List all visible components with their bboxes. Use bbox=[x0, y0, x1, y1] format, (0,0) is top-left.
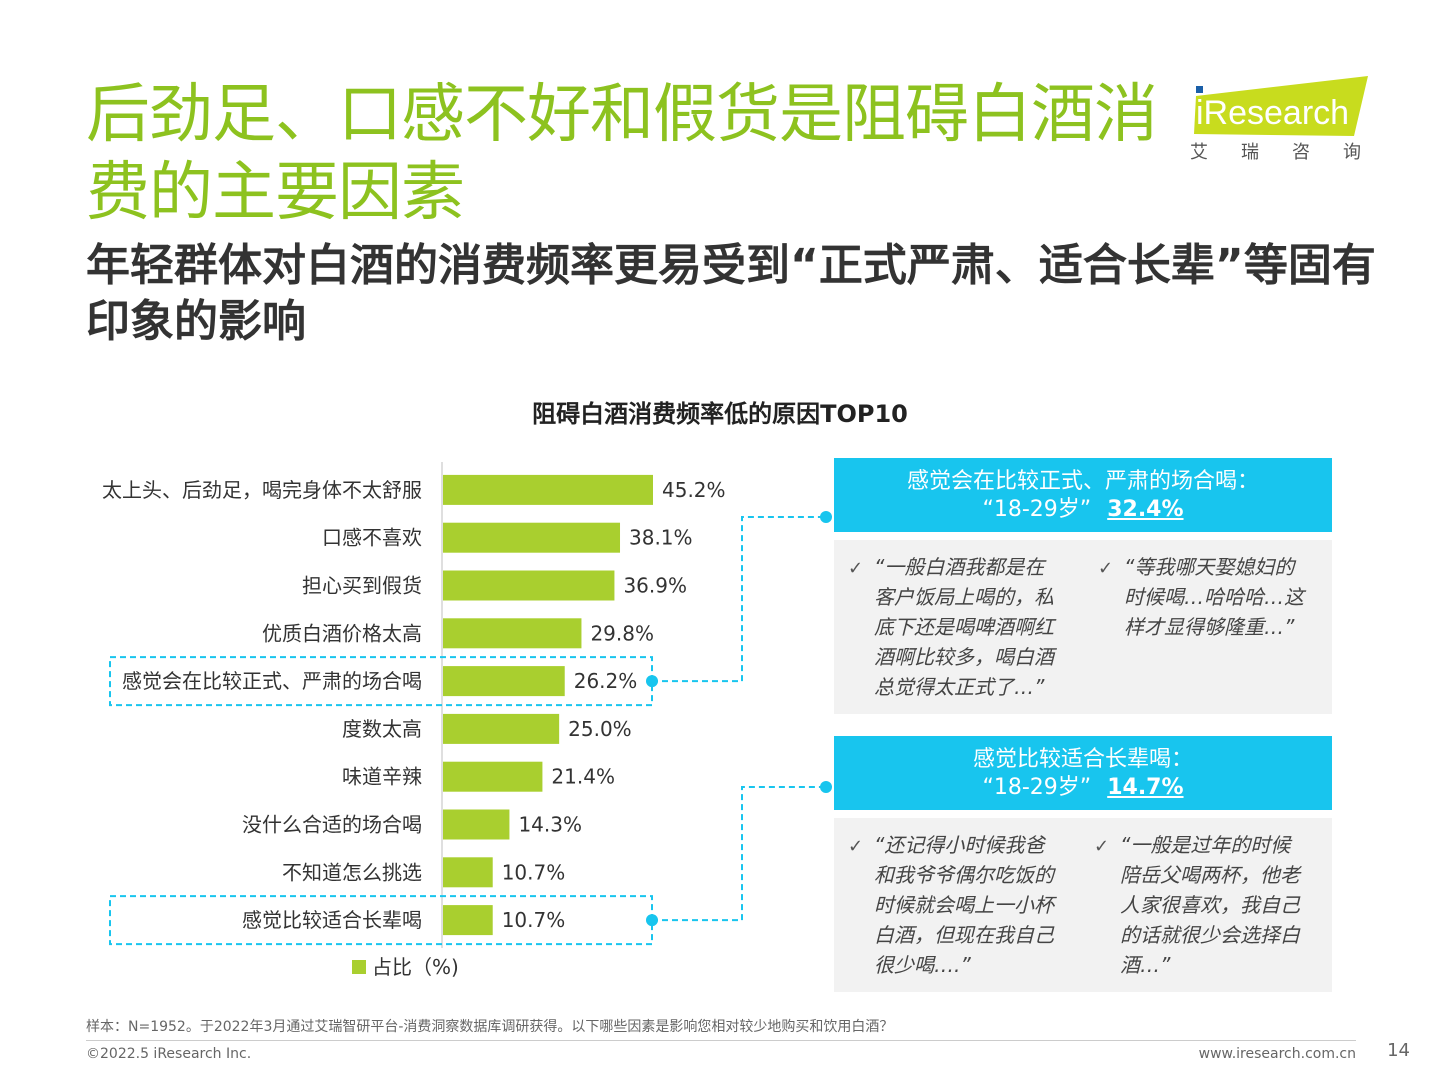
category-label: 优质白酒价格太高 bbox=[262, 621, 422, 645]
category-label: 感觉会在比较正式、严肃的场合喝 bbox=[122, 669, 422, 693]
data-label: 26.2% bbox=[574, 669, 638, 693]
check-icon: ✓ bbox=[1098, 558, 1114, 579]
quote-text: “等我哪天娶媳妇的 时候喝…哈哈哈…这 样才显得够隆重…” bbox=[1124, 555, 1304, 639]
category-label: 太上头、后劲足，喝完身体不太舒服 bbox=[102, 478, 422, 502]
category-label: 不知道怎么挑选 bbox=[282, 860, 422, 884]
data-label: 29.8% bbox=[590, 621, 654, 645]
page-number: 14 bbox=[1387, 1040, 1410, 1061]
bar bbox=[443, 905, 493, 936]
data-label: 10.7% bbox=[502, 908, 566, 932]
bar bbox=[443, 474, 653, 505]
legend-label: 占比（%) bbox=[372, 955, 459, 979]
check-icon: ✓ bbox=[848, 836, 864, 857]
data-label: 25.0% bbox=[568, 717, 632, 741]
bar bbox=[443, 666, 565, 697]
callout-quotes-elders: ✓ “还记得小时候我爸 和我爷爷偶尔吃饭的 时候就会喝上一小杯 白酒，但现在我自… bbox=[834, 818, 1332, 992]
check-icon: ✓ bbox=[1094, 836, 1110, 857]
bar bbox=[443, 522, 621, 553]
bar bbox=[443, 857, 493, 888]
callout-header-line1: 感觉会在比较正式、严肃的场合喝： bbox=[906, 469, 1259, 494]
bar bbox=[443, 570, 615, 601]
data-label: 38.1% bbox=[629, 526, 693, 550]
bar bbox=[443, 618, 582, 649]
connector-line bbox=[652, 516, 826, 683]
category-label: 没什么合适的场合喝 bbox=[242, 813, 422, 837]
callout-header-line1: 感觉比较适合长辈喝： bbox=[972, 747, 1193, 772]
footnote: 样本：N=1952。于2022年3月通过艾瑞智研平台-消费洞察数据库调研获得。以… bbox=[86, 1019, 894, 1035]
callout-age-group: “18-29岁” bbox=[982, 775, 1092, 800]
callout-header-formal: 感觉会在比较正式、严肃的场合喝： “18-29岁” 32.4% bbox=[834, 458, 1332, 532]
quote-text: “一般是过年的时候 陪岳父喝两杯，他老 人家很喜欢，我自己 的话就很少会选择白 … bbox=[1120, 833, 1300, 977]
callout-age-group: “18-29岁” bbox=[982, 497, 1092, 522]
callout-header-elders: 感觉比较适合长辈喝： “18-29岁” 14.7% bbox=[834, 736, 1332, 810]
footer-divider bbox=[86, 1040, 1356, 1041]
quote-text: “一般白酒我都是在 客户饭局上喝的，私 底下还是喝啤酒啊红 酒啊比较多，喝白酒 … bbox=[874, 555, 1054, 699]
bar bbox=[443, 809, 510, 840]
data-label: 36.9% bbox=[623, 574, 687, 598]
connector-dot bbox=[646, 914, 658, 927]
category-label: 担心买到假货 bbox=[302, 574, 422, 598]
page-subtitle: 年轻群体对白酒的消费频率更易受到“正式严肃、适合长辈”等固有印象的影响 bbox=[86, 240, 1376, 347]
page-title: 后劲足、口感不好和假货是阻碍白酒消费的主要因素 bbox=[86, 78, 1158, 230]
connector-dot bbox=[820, 781, 832, 793]
website-url: www.iresearch.com.cn bbox=[1198, 1046, 1356, 1062]
callout-percent: 32.4% bbox=[1107, 497, 1184, 522]
data-label: 45.2% bbox=[662, 478, 726, 502]
connector-line bbox=[652, 786, 826, 922]
bar bbox=[443, 713, 560, 744]
iresearch-logo: iResearch bbox=[1194, 76, 1368, 136]
logo-cn-text: 艾瑞咨询 bbox=[1190, 142, 1394, 163]
category-label: 味道辛辣 bbox=[342, 765, 422, 789]
copyright: ©2022.5 iResearch Inc. bbox=[86, 1046, 252, 1062]
category-label: 感觉比较适合长辈喝 bbox=[242, 908, 422, 932]
chart-title: 阻碍白酒消费频率低的原因TOP10 bbox=[532, 400, 908, 428]
legend-swatch bbox=[352, 960, 366, 974]
connector-dot bbox=[820, 511, 832, 523]
data-label: 21.4% bbox=[551, 765, 615, 789]
connector-dot bbox=[646, 675, 658, 688]
quote-text: “还记得小时候我爸 和我爷爷偶尔吃饭的 时候就会喝上一小杯 白酒，但现在我自己 … bbox=[874, 833, 1054, 977]
callout-percent: 14.7% bbox=[1107, 775, 1184, 800]
data-label: 14.3% bbox=[518, 813, 582, 837]
data-label: 10.7% bbox=[502, 860, 566, 884]
category-label: 口感不喜欢 bbox=[322, 526, 422, 550]
check-icon: ✓ bbox=[848, 558, 864, 579]
svg-text:iResearch: iResearch bbox=[1196, 94, 1349, 132]
bar bbox=[443, 761, 543, 792]
category-label: 度数太高 bbox=[342, 717, 422, 741]
callout-quotes-formal: ✓ “一般白酒我都是在 客户饭局上喝的，私 底下还是喝啤酒啊红 酒啊比较多，喝白… bbox=[834, 540, 1332, 714]
